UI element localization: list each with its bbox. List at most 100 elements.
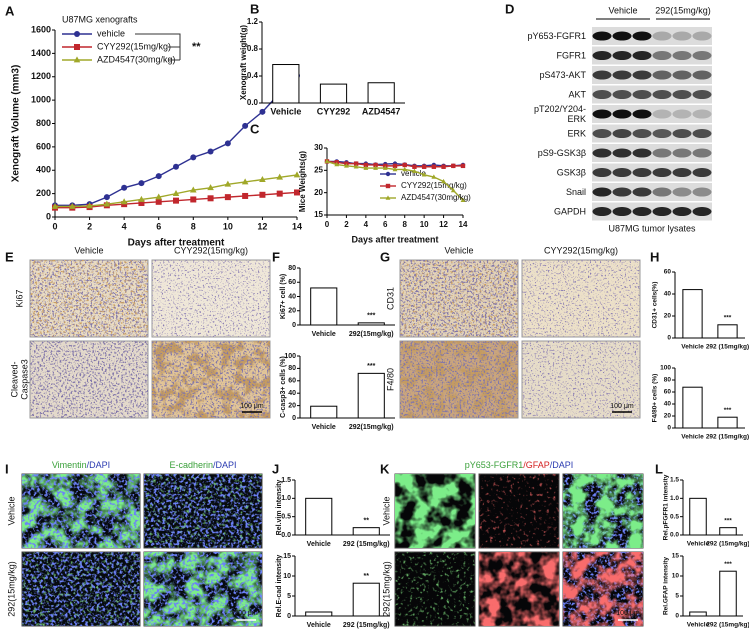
x-tick-label: 12 [439, 220, 448, 229]
blot-group: Vehicle [608, 5, 637, 15]
blot-band [692, 207, 712, 217]
bar [305, 497, 333, 536]
data-point [353, 164, 359, 169]
data-point [242, 192, 249, 199]
image-texture [400, 260, 518, 337]
legend-marker [74, 44, 80, 50]
bar [310, 287, 338, 326]
blot-band [612, 51, 632, 61]
x-tick-label: 292 (15mg/kg) [706, 344, 749, 351]
blot-band [592, 129, 612, 139]
blot-band [592, 70, 612, 80]
data-point [392, 163, 398, 169]
blot-row-label: pS9-GSK3β [538, 148, 586, 158]
y-tick-label: 0.8 [247, 44, 259, 53]
blot-band [592, 90, 612, 100]
blot-band [672, 90, 692, 100]
annotation: ** [364, 573, 370, 580]
blot-band [592, 31, 612, 41]
data-point [241, 178, 249, 185]
image-texture [395, 474, 475, 548]
y-tick-label: 1600 [31, 24, 51, 34]
y-axis-label: Ki67+ cell (%) [280, 274, 287, 319]
y-tick-label: 0 [667, 425, 671, 432]
y-tick-label: 800 [36, 118, 51, 128]
panel-letter: I [5, 461, 9, 476]
data-point [294, 189, 300, 196]
panel-letter: B [250, 1, 259, 16]
blot-band [612, 168, 632, 178]
blot-band [692, 148, 712, 158]
blot-band [692, 51, 712, 61]
column-label: Vehicle [74, 245, 103, 255]
blot-band [652, 187, 672, 197]
y-axis-label: Rel.pFGFR1 intensity [663, 474, 670, 540]
x-tick-label: Vehicle [681, 344, 704, 351]
series-line [55, 75, 298, 207]
scale-bar-label: 100 μm [240, 403, 264, 410]
y-tick-label: 0 [292, 415, 296, 422]
blot-row-label: pS473-AKT [539, 70, 586, 80]
bar [272, 64, 300, 104]
x-tick-label: CYY292 [317, 106, 351, 116]
blot-band [672, 31, 692, 41]
y-axis-label: Rel.E-cad intensity [276, 555, 283, 618]
data-point [138, 199, 145, 206]
blot-band [612, 148, 632, 158]
stain-name: pY653-FGFR1 [465, 460, 524, 470]
image-texture [522, 260, 640, 337]
blot-band [632, 129, 652, 139]
blot-band [672, 168, 692, 178]
x-tick-label: 0 [325, 220, 330, 229]
data-point [324, 158, 330, 164]
data-point [120, 198, 128, 205]
data-point [189, 186, 197, 193]
annotation: ** [192, 41, 201, 53]
legend-marker [385, 195, 391, 200]
blot-band [632, 109, 652, 119]
y-tick-label: 30 [314, 143, 323, 152]
x-tick-label: Vehicle [312, 331, 336, 338]
y-tick-label: 60 [288, 378, 296, 385]
image-texture [479, 552, 559, 626]
blot-caption: U87MG tumor lysates [608, 223, 696, 233]
image-texture [22, 474, 140, 548]
blot-band [652, 31, 672, 41]
x-axis-label: Days after treatment [128, 238, 225, 249]
blot-band [612, 90, 632, 100]
panel-letter: L [655, 461, 663, 476]
blot-row-label: GAPDH [554, 207, 586, 217]
y-tick-label: 15 [672, 553, 680, 560]
stain-name: /GFAP [523, 460, 550, 470]
blot-band [672, 51, 692, 61]
y-tick-label: 20 [288, 308, 296, 315]
blot-band [692, 70, 712, 80]
blot-band [592, 207, 612, 217]
blot-band [652, 207, 672, 217]
bar [305, 611, 333, 617]
annotation: *** [367, 363, 375, 370]
data-point [172, 190, 180, 197]
y-tick-label: 1.0 [670, 495, 679, 502]
y-tick-label: 15 [283, 553, 291, 560]
x-tick-label: Vehicle [307, 541, 331, 548]
blot-group: 292(15mg/kg) [655, 5, 711, 15]
y-tick-label: 1.5 [281, 477, 291, 484]
x-tick-label: 14 [459, 220, 468, 229]
x-tick-label: 0 [52, 221, 57, 231]
stain-name: E-cadherin [169, 460, 213, 470]
y-tick-label: 1.5 [670, 477, 679, 484]
y-tick-label: 80 [664, 377, 672, 384]
y-axis-label: F4/80+ cells (%) [652, 374, 659, 423]
stain-label: Vimentin/DAPI [52, 460, 110, 470]
y-tick-label: 400 [36, 165, 51, 175]
blot-band [632, 51, 652, 61]
data-point [259, 176, 266, 182]
y-tick-label: 0.0 [281, 532, 291, 539]
legend-label: AZD4547(30mg/kg) [401, 193, 471, 202]
blot-band [612, 109, 632, 119]
x-tick-label: Vehicle [687, 541, 710, 548]
blot-row-label: Snail [566, 187, 586, 197]
legend-label: CYY292(15mg/kg) [401, 181, 467, 190]
